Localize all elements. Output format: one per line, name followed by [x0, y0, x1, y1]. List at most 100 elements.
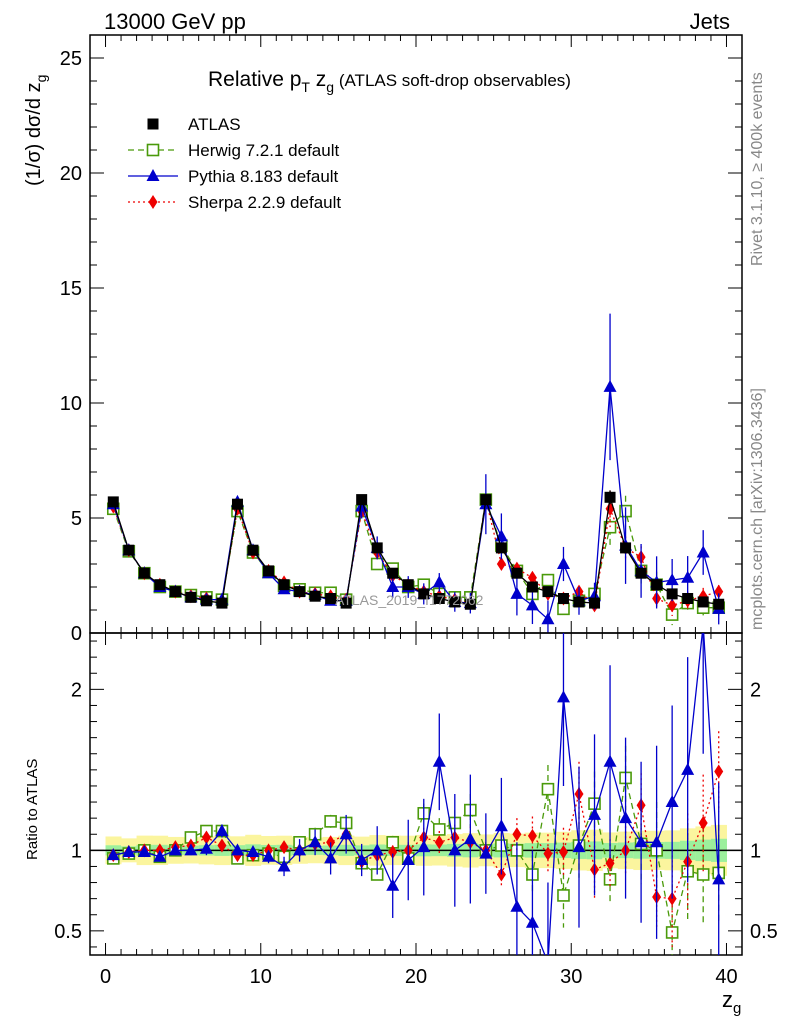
- point-atlas: [433, 593, 445, 604]
- point-pythia-ratio: [665, 795, 679, 808]
- point-sherpa: [496, 557, 506, 571]
- header-right: Jets: [690, 9, 730, 34]
- legend-item: Sherpa 2.2.9 default: [128, 193, 341, 212]
- legend-marker: [148, 195, 158, 209]
- point-pythia-ratio: [650, 835, 664, 848]
- legend-marker: [146, 143, 160, 157]
- legend-item: Herwig 7.2.1 default: [128, 141, 339, 160]
- main-ylabel: (1/σ) dσ/d zg: [23, 75, 49, 186]
- point-pythia-ratio: [122, 844, 136, 857]
- point-pythia-ratio: [401, 853, 415, 866]
- point-pythia-ratio: [510, 899, 524, 912]
- point-atlas: [480, 494, 492, 506]
- legend: ATLAS Herwig 7.2.1 default Pythia 8.183 de…: [128, 115, 341, 212]
- point-atlas: [309, 590, 321, 602]
- point-sherpa-ratio: [558, 844, 568, 859]
- point-atlas: [169, 586, 181, 598]
- legend-item: ATLAS: [147, 115, 241, 134]
- point-pythia-ratio: [277, 859, 291, 872]
- point-pythia-ratio: [697, 618, 710, 630]
- x-axis-label: zg: [722, 987, 741, 1017]
- plot-title-sub-g: g: [326, 79, 334, 95]
- point-pythia: [386, 580, 400, 592]
- series-line-atlas: [112, 497, 719, 605]
- ratio-ylabel: Ratio to ATLAS: [24, 759, 41, 860]
- ratio-y-tick-label-right: 0.5: [750, 921, 778, 943]
- point-herwig: [370, 557, 384, 571]
- legend-item: Pythia 8.183 default: [128, 167, 339, 186]
- series-line-herwig-ratio: [113, 777, 719, 933]
- ratio-y-tick-label-right: 1: [750, 840, 761, 862]
- point-atlas: [511, 567, 523, 579]
- point-sherpa: [527, 570, 537, 585]
- point-pythia-ratio: [541, 956, 554, 968]
- point-atlas: [185, 591, 197, 603]
- y-tick-label: 25: [60, 48, 82, 70]
- x-tick-label: 30: [560, 966, 582, 988]
- series-line-pythia-ratio: [113, 633, 720, 955]
- point-herwig-ratio: [696, 868, 710, 881]
- x-axis-label-sub: g: [733, 1000, 741, 1017]
- point-atlas: [216, 597, 228, 609]
- point-atlas: [325, 593, 337, 604]
- point-pythia-ratio: [184, 843, 198, 856]
- side-label-bottom: mcplots.cern.ch [arXiv:1306.3436]: [749, 388, 766, 630]
- point-pythia-ratio: [681, 762, 695, 775]
- point-atlas: [200, 595, 212, 607]
- point-atlas: [495, 542, 507, 554]
- series-atlas: [107, 490, 725, 610]
- point-atlas: [138, 567, 150, 579]
- point-pythia: [432, 575, 446, 588]
- side-label-top: Rivet 3.1.10, ≥ 400k events: [749, 72, 766, 266]
- point-atlas: [402, 579, 414, 591]
- point-sherpa-ratio: [217, 838, 227, 853]
- series-line-pythia: [112, 386, 720, 621]
- point-pythia-ratio: [432, 754, 446, 767]
- legend-label: ATLAS: [188, 115, 241, 134]
- main-panel: 0 5 10 15 20 25: [60, 34, 743, 645]
- point-pythia-ratio: [603, 754, 617, 767]
- plot-title-sub-t: T: [301, 79, 310, 95]
- point-sherpa-ratio: [543, 846, 553, 861]
- point-atlas: [387, 567, 399, 579]
- point-pythia-ratio: [525, 915, 539, 928]
- point-pythia: [510, 586, 524, 599]
- header-left: 13000 GeV pp: [104, 9, 246, 34]
- point-herwig: [541, 573, 555, 587]
- point-sherpa-ratio: [698, 815, 708, 830]
- point-pythia-ratio: [494, 819, 508, 832]
- point-sherpa-ratio: [434, 835, 444, 850]
- y-tick-label: 10: [60, 393, 82, 415]
- point-pythia-ratio: [308, 835, 322, 848]
- series-line-herwig: [112, 499, 719, 616]
- point-atlas: [620, 542, 632, 554]
- point-atlas: [651, 579, 663, 591]
- point-atlas: [573, 596, 585, 608]
- point-atlas: [107, 496, 119, 508]
- point-atlas: [263, 565, 275, 577]
- point-pythia-ratio: [153, 849, 167, 862]
- point-sherpa-ratio: [388, 844, 398, 859]
- point-sherpa-ratio: [605, 856, 615, 871]
- point-atlas: [589, 597, 601, 609]
- point-pythia-ratio: [463, 832, 477, 845]
- point-atlas: [356, 494, 368, 506]
- point-atlas: [666, 588, 678, 600]
- point-pythia: [681, 570, 695, 583]
- point-pythia-ratio: [324, 851, 338, 864]
- point-pythia: [665, 573, 679, 586]
- plot-title: Relative pT zg (ATLAS soft-drop observab…: [208, 68, 571, 95]
- point-atlas: [247, 544, 259, 556]
- point-herwig-ratio: [541, 782, 555, 796]
- x-tick-label: 10: [250, 966, 272, 988]
- ratio-y-tick-label: 2: [71, 679, 82, 701]
- point-atlas: [604, 491, 616, 503]
- ratio-panel: 0 10 20 30 40 0.5 0.5 1 1 2 2: [54, 618, 778, 988]
- point-sherpa-ratio: [527, 828, 537, 843]
- point-atlas: [697, 596, 709, 608]
- point-pythia-ratio: [246, 844, 260, 857]
- point-herwig-ratio: [432, 823, 446, 836]
- point-atlas: [418, 588, 430, 600]
- point-pythia-ratio: [386, 878, 400, 891]
